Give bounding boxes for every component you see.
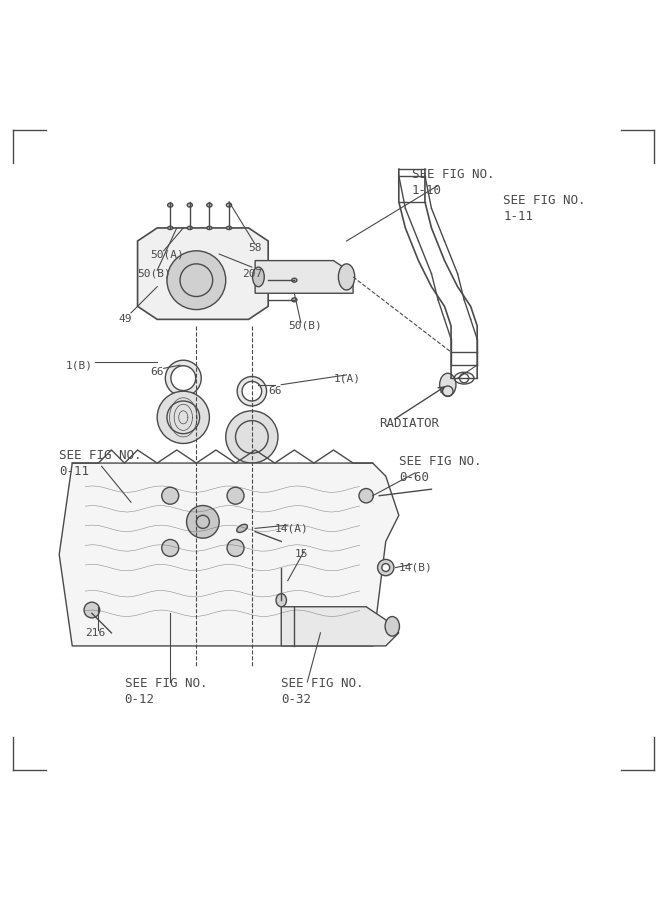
- Text: 1(A): 1(A): [334, 374, 360, 383]
- Ellipse shape: [385, 616, 400, 636]
- Circle shape: [161, 539, 179, 556]
- Text: SEE FIG NO.
0-32: SEE FIG NO. 0-32: [281, 677, 364, 706]
- Polygon shape: [137, 228, 268, 320]
- Text: 66: 66: [151, 366, 164, 376]
- Ellipse shape: [187, 226, 192, 230]
- Ellipse shape: [242, 382, 261, 401]
- Polygon shape: [255, 261, 353, 293]
- Ellipse shape: [382, 563, 390, 572]
- Text: 66: 66: [268, 386, 281, 396]
- Ellipse shape: [359, 489, 374, 503]
- Ellipse shape: [207, 203, 212, 207]
- Ellipse shape: [291, 278, 297, 283]
- Ellipse shape: [226, 203, 231, 207]
- Text: RADIATOR: RADIATOR: [380, 418, 439, 430]
- Text: SEE FIG NO.
0-60: SEE FIG NO. 0-60: [399, 455, 482, 484]
- Ellipse shape: [167, 226, 173, 230]
- Ellipse shape: [237, 525, 247, 533]
- Polygon shape: [59, 464, 399, 646]
- Circle shape: [227, 487, 244, 504]
- Text: 50(B): 50(B): [137, 269, 171, 279]
- Ellipse shape: [226, 226, 231, 230]
- Circle shape: [167, 251, 225, 310]
- Ellipse shape: [187, 203, 192, 207]
- Circle shape: [227, 539, 244, 556]
- Text: SEE FIG NO.
1-10: SEE FIG NO. 1-10: [412, 167, 494, 197]
- Ellipse shape: [167, 203, 173, 207]
- Text: 14(A): 14(A): [275, 524, 308, 534]
- Ellipse shape: [338, 264, 355, 290]
- Text: 216: 216: [85, 628, 105, 638]
- Text: 58: 58: [249, 242, 262, 253]
- Text: 50(A): 50(A): [151, 249, 184, 259]
- Polygon shape: [281, 607, 399, 646]
- Text: SEE FIG NO.
0-11: SEE FIG NO. 0-11: [59, 448, 141, 478]
- Text: 50(B): 50(B): [287, 321, 321, 331]
- Ellipse shape: [291, 298, 297, 302]
- Ellipse shape: [253, 267, 264, 287]
- Text: SEE FIG NO.
1-11: SEE FIG NO. 1-11: [504, 194, 586, 223]
- Circle shape: [187, 506, 219, 538]
- Text: 15: 15: [294, 550, 307, 560]
- Circle shape: [157, 392, 209, 444]
- Text: 14(B): 14(B): [399, 562, 433, 572]
- Text: 49: 49: [118, 314, 131, 324]
- Ellipse shape: [165, 360, 201, 396]
- Ellipse shape: [276, 594, 286, 607]
- Text: SEE FIG NO.
0-12: SEE FIG NO. 0-12: [125, 677, 207, 706]
- Ellipse shape: [440, 374, 456, 396]
- Text: 1(B): 1(B): [66, 360, 93, 370]
- Circle shape: [161, 487, 179, 504]
- Circle shape: [225, 410, 278, 464]
- Text: 207: 207: [242, 269, 262, 279]
- Ellipse shape: [171, 365, 195, 391]
- Ellipse shape: [237, 376, 267, 406]
- Circle shape: [84, 602, 99, 617]
- Ellipse shape: [378, 560, 394, 576]
- Ellipse shape: [207, 226, 212, 230]
